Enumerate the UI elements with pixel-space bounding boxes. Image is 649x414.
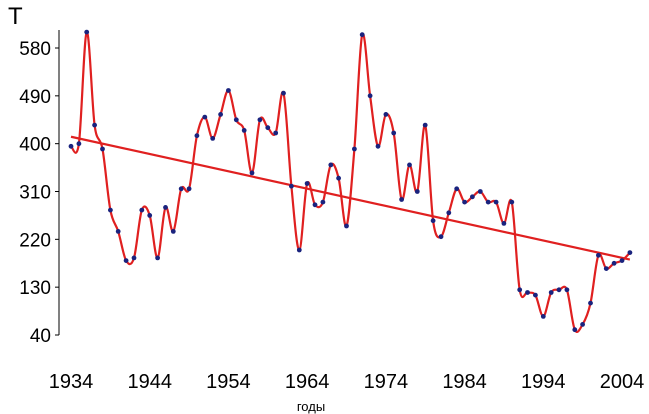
data-point <box>320 199 326 205</box>
data-point <box>84 29 90 35</box>
data-point <box>115 229 121 234</box>
data-point <box>470 194 475 200</box>
data-point <box>296 247 302 253</box>
data-point <box>304 181 310 186</box>
y-tick-label: 580 <box>19 39 51 60</box>
data-point <box>76 141 82 147</box>
x-tick-label: 1944 <box>127 371 172 393</box>
data-point <box>375 143 381 149</box>
data-point <box>265 125 271 131</box>
data-point <box>627 250 633 256</box>
y-tick-label: 220 <box>19 230 51 251</box>
data-point <box>580 322 585 327</box>
x-tick-label: 1934 <box>49 371 94 393</box>
data-point <box>226 88 231 93</box>
data-point <box>123 258 129 263</box>
data-point <box>493 199 499 205</box>
data-point <box>100 146 105 152</box>
data-point <box>430 218 436 224</box>
data-point <box>359 32 365 38</box>
data-point <box>92 122 97 128</box>
x-tick-label: 1974 <box>364 371 409 393</box>
data-point <box>367 93 373 99</box>
data-point <box>501 221 507 226</box>
data-point <box>477 189 483 194</box>
data-line <box>69 30 631 333</box>
data-point <box>155 255 161 261</box>
data-point <box>344 223 349 229</box>
y-tick-label: 310 <box>19 183 51 204</box>
data-point <box>446 210 452 216</box>
data-point <box>312 202 318 208</box>
data-point <box>525 290 530 295</box>
data-point <box>202 114 208 120</box>
data-point <box>178 186 184 192</box>
data-point <box>139 207 145 213</box>
y-axis-label: T <box>8 3 23 30</box>
data-point <box>391 130 397 136</box>
x-axis-label: годы <box>297 399 325 414</box>
data-point <box>328 162 334 168</box>
data-point <box>588 300 593 306</box>
data-point <box>383 112 389 117</box>
data-point <box>399 197 404 202</box>
data-point <box>556 287 562 293</box>
data-point <box>186 186 192 192</box>
data-point <box>273 130 279 136</box>
data-point <box>462 199 467 205</box>
data-point <box>517 287 523 293</box>
data-point <box>533 292 538 298</box>
data-points <box>68 29 633 333</box>
y-ticks: 40 130 220 310 400 490 580 <box>19 39 59 347</box>
data-point <box>241 127 247 133</box>
x-tick-label: 1984 <box>442 371 487 393</box>
data-point <box>352 146 357 152</box>
y-tick-label: 490 <box>19 87 51 108</box>
data-point <box>619 258 625 263</box>
data-point <box>170 229 176 234</box>
data-point <box>249 170 255 176</box>
data-point <box>257 117 263 123</box>
x-tick-label: 2004 <box>600 371 645 393</box>
y-tick-label: 40 <box>30 326 51 347</box>
data-point <box>454 186 460 192</box>
data-point <box>210 136 216 141</box>
data-point <box>414 189 420 194</box>
trend-line <box>70 135 631 261</box>
data-point <box>422 122 428 128</box>
x-tick-label: 1994 <box>521 371 566 393</box>
data-point <box>509 199 515 205</box>
data-point <box>572 327 578 333</box>
data-point <box>147 213 153 218</box>
x-tick-label: 1964 <box>285 371 330 393</box>
data-point <box>485 199 491 205</box>
y-tick-label: 130 <box>19 278 51 299</box>
data-point <box>163 205 168 210</box>
data-point <box>108 207 113 213</box>
data-point <box>603 266 609 271</box>
data-point <box>438 234 444 240</box>
data-point <box>564 287 570 293</box>
data-point <box>194 133 200 139</box>
x-tick-label: 1954 <box>206 371 251 393</box>
data-point <box>548 290 554 295</box>
data-point <box>218 112 224 117</box>
data-point <box>68 143 74 149</box>
data-point <box>611 260 617 266</box>
x-ticks: 1934 1944 1954 1964 1974 1984 1994 2004 <box>49 371 645 393</box>
data-point <box>540 314 546 319</box>
data-point <box>281 90 286 96</box>
data-point <box>289 183 294 189</box>
y-tick-label: 400 <box>19 135 51 156</box>
data-point <box>596 252 601 258</box>
data-point <box>233 117 239 123</box>
data-point <box>336 175 341 181</box>
data-point <box>407 162 412 168</box>
data-point <box>131 255 137 261</box>
